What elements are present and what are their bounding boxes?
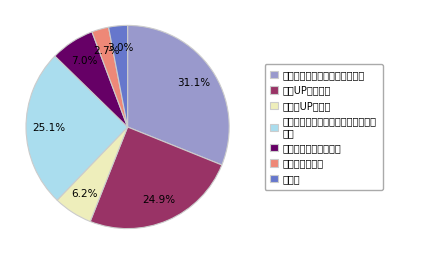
- Wedge shape: [26, 56, 128, 200]
- Text: 3.0%: 3.0%: [107, 43, 133, 53]
- Text: 2.7%: 2.7%: [93, 46, 119, 56]
- Text: 25.1%: 25.1%: [32, 123, 65, 133]
- Wedge shape: [92, 27, 128, 127]
- Text: 7.0%: 7.0%: [71, 56, 98, 66]
- Wedge shape: [90, 127, 222, 229]
- Legend: やりがいのある仕事をするため, 年友UPするため, スキルUPのため, 仕事環境を変えたかった・変えたい
ため, 人間関係に疲れたため, 特に理由はない, その: やりがいのある仕事をするため, 年友UPするため, スキルUPのため, 仕事環境…: [264, 64, 383, 190]
- Text: 24.9%: 24.9%: [142, 195, 176, 205]
- Wedge shape: [109, 25, 128, 127]
- Wedge shape: [128, 25, 229, 165]
- Wedge shape: [57, 127, 128, 221]
- Wedge shape: [55, 32, 128, 127]
- Text: 6.2%: 6.2%: [71, 189, 98, 199]
- Text: 31.1%: 31.1%: [177, 78, 210, 88]
